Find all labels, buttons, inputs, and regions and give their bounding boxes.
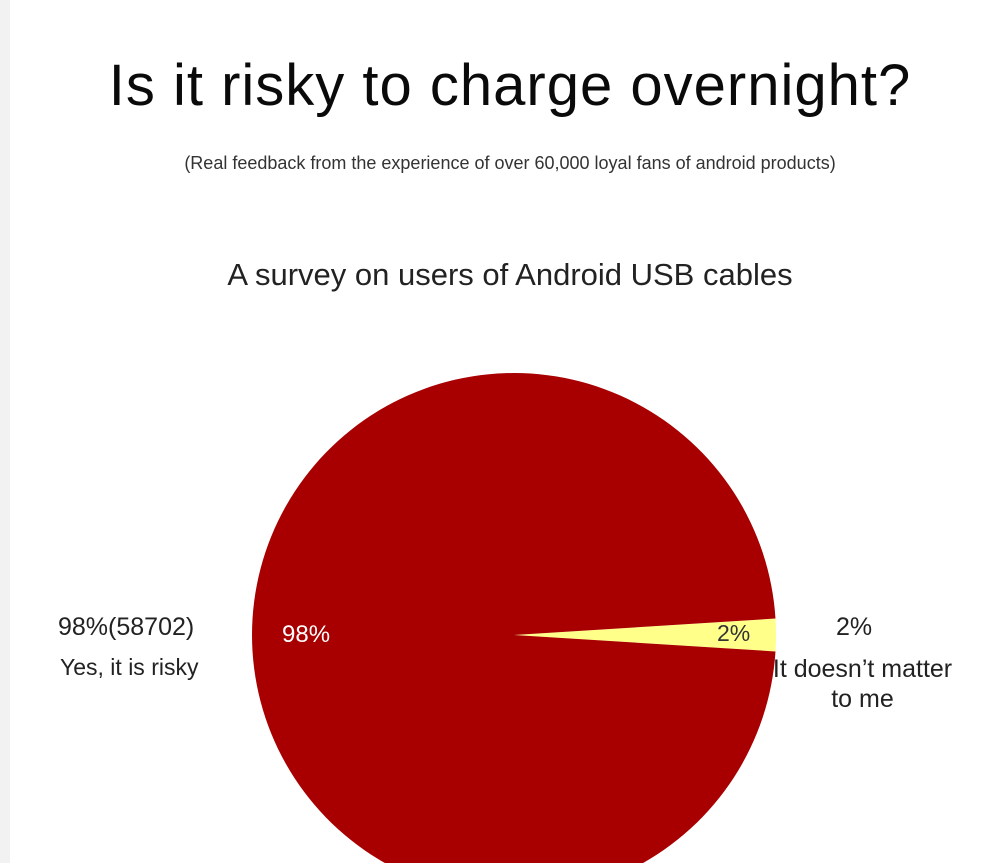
legend-risky-value: 98%(58702)	[58, 613, 195, 641]
chart-title: A survey on users of Android USB cables	[227, 257, 793, 292]
slice-label-risky: 98%	[282, 621, 331, 648]
page-title: Is it risky to charge overnight?	[108, 53, 912, 118]
legend-risky-label: Yes, it is risky	[60, 654, 199, 680]
page-subtitle: (Real feedback from the experience of ov…	[184, 153, 836, 173]
pie-chart	[251, 373, 776, 863]
pie-slice-risky	[251, 373, 776, 863]
slice-label-no-matter: 2%	[717, 620, 751, 646]
legend-no-matter-value: 2%	[836, 613, 873, 641]
pie-slice-no-matter	[514, 618, 776, 652]
legend-no-matter-label: It doesn’t matter to me	[772, 655, 953, 713]
infographic-panel: Is it risky to charge overnight? (Real f…	[10, 0, 988, 863]
